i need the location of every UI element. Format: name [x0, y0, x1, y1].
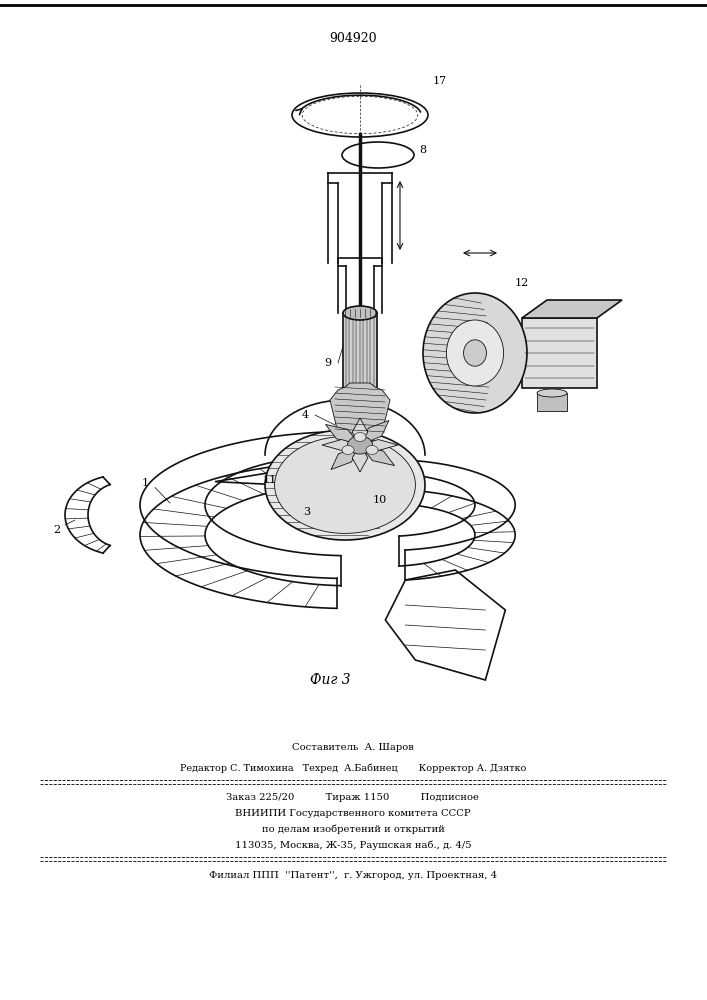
- Text: Редактор С. Тимохина   Техред  А.Бабинец       Корректор А. Дзятко: Редактор С. Тимохина Техред А.Бабинец Ко…: [180, 763, 526, 773]
- Bar: [343, 313, 377, 425]
- Text: 1: 1: [141, 478, 148, 488]
- Polygon shape: [352, 445, 368, 472]
- Text: Составитель  А. Шаров: Составитель А. Шаров: [292, 744, 414, 752]
- Text: ВНИИПИ Государственного комитета СССР: ВНИИПИ Государственного комитета СССР: [235, 808, 471, 818]
- Polygon shape: [360, 420, 389, 445]
- Text: 17: 17: [433, 76, 447, 86]
- Ellipse shape: [354, 432, 366, 442]
- Text: 12: 12: [515, 278, 529, 288]
- Polygon shape: [331, 445, 360, 470]
- Polygon shape: [360, 440, 398, 450]
- Text: 8: 8: [419, 145, 426, 155]
- Ellipse shape: [464, 340, 486, 366]
- Text: 10: 10: [373, 495, 387, 505]
- Ellipse shape: [423, 293, 527, 413]
- Ellipse shape: [274, 437, 416, 533]
- Text: 904920: 904920: [329, 31, 377, 44]
- Ellipse shape: [537, 389, 567, 397]
- Text: 4: 4: [301, 410, 308, 420]
- Text: 3: 3: [303, 507, 310, 517]
- Ellipse shape: [343, 420, 377, 430]
- Ellipse shape: [366, 446, 378, 454]
- Ellipse shape: [342, 446, 354, 454]
- Text: по делам изобретений и открытий: по делам изобретений и открытий: [262, 824, 445, 834]
- Polygon shape: [325, 424, 360, 445]
- Ellipse shape: [343, 306, 377, 320]
- Text: 2: 2: [54, 525, 61, 535]
- Polygon shape: [322, 440, 360, 450]
- Polygon shape: [522, 300, 622, 318]
- Text: Заказ 225/20          Тираж 1150          Подписное: Заказ 225/20 Тираж 1150 Подписное: [226, 792, 479, 802]
- Ellipse shape: [446, 320, 503, 386]
- Text: 9: 9: [325, 358, 332, 368]
- Bar: [522, 318, 597, 388]
- Polygon shape: [352, 418, 368, 445]
- Polygon shape: [330, 383, 390, 433]
- Ellipse shape: [348, 436, 373, 454]
- Ellipse shape: [265, 430, 425, 540]
- Text: 11: 11: [263, 475, 277, 485]
- Text: 113035, Москва, Ж-35, Раушская наб., д. 4/5: 113035, Москва, Ж-35, Раушская наб., д. …: [235, 840, 472, 850]
- Polygon shape: [360, 445, 395, 466]
- Text: Фиг 3: Фиг 3: [310, 673, 350, 687]
- Bar: [537, 393, 567, 411]
- Text: Филиал ППП  ''Патент'',  г. Ужгород, ул. Проектная, 4: Филиал ППП ''Патент'', г. Ужгород, ул. П…: [209, 871, 497, 880]
